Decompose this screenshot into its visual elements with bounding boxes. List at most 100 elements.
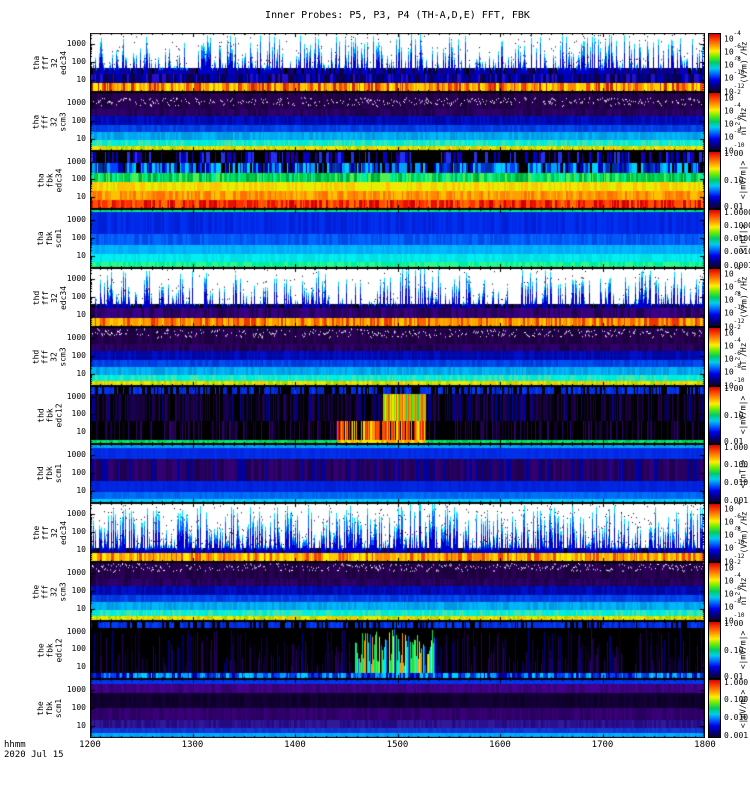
spectrogram-panel-the-fff-32-edc34 (90, 503, 705, 562)
colorbar-the-fff-32-scm3 (708, 562, 721, 621)
y-tick-label: 1000 (66, 449, 86, 459)
spectrogram-panel-tha-fbk-scm1 (90, 209, 705, 268)
colorbar-unit-text: <|mV/m|> (738, 689, 747, 728)
colorbar-tick-label: 10-8 (724, 526, 741, 540)
colorbar-unit-the-fbk-edc12: <|mV/m|> (736, 621, 750, 679)
colorbar-tha-fff-32-scm3 (708, 92, 721, 151)
spectrogram-panel-thd-fff-32-scm3 (90, 327, 705, 386)
x-tick-label: 1800 (694, 740, 716, 750)
spectrogram-panel-the-fbk-edc12 (90, 621, 705, 679)
colorbar-tick-label: 10-6 (724, 42, 741, 57)
colorbar-tick-label: 0.10 (724, 175, 744, 185)
y-tick-label: 10 (76, 603, 86, 613)
y-tick-label: 10 (76, 191, 86, 201)
colorbar-tick-label: 10-12 (724, 82, 745, 97)
colorbar-tick-label: 10-4 (724, 101, 741, 116)
spectrogram-panel-tha-fff-32-scm3 (90, 92, 705, 151)
y-tick-label: 1000 (66, 38, 86, 48)
spectrogram-panel-tha-fff-32-edc34 (90, 33, 705, 92)
y-tick-label: 100 (71, 409, 86, 419)
y-tick-label: 100 (71, 702, 86, 712)
spectrogram-panel-thd-fff-32-edc34 (90, 268, 705, 327)
y-tick-label: 10 (76, 133, 86, 143)
colorbar-tick-label: 10-10 (724, 376, 745, 391)
colorbar-tha-fff-32-edc34 (708, 33, 721, 92)
y-tick-label: 10 (76, 250, 86, 260)
y-tick-label: 1000 (66, 391, 86, 401)
colorbar-tick-label: 10-10 (724, 304, 745, 319)
y-tick-label: 1000 (66, 97, 86, 107)
x-tick-label: 1300 (181, 740, 204, 750)
spectrogram-panel-tha-fbk-edc34 (90, 151, 705, 209)
y-tick-label: 1000 (66, 156, 86, 166)
y-tick-label: 100 (71, 115, 86, 125)
y-tick-label: 10 (76, 426, 86, 436)
x-tick-label: 1400 (284, 740, 306, 750)
y-tick-label: 10 (76, 485, 86, 495)
y-tick-label: 100 (71, 585, 86, 595)
y-tick-label: 1000 (66, 214, 86, 224)
colorbar-tick-label: 0.100 (724, 460, 749, 470)
colorbar-tick-label: 10-6 (724, 512, 741, 527)
y-tick-label: 1000 (66, 273, 86, 283)
x-tick-label: 1200 (79, 740, 101, 750)
colorbar-tick-label: 0.10 (724, 645, 744, 655)
colorbar-the-fbk-scm1 (708, 679, 721, 738)
colorbar-the-fbk-edc12 (708, 621, 721, 679)
y-tick-label: 100 (71, 174, 86, 184)
colorbar-unit-text: nT2/Hz (734, 107, 749, 136)
y-tick-label: 100 (71, 467, 86, 477)
colorbar-unit-text: <|mV/m|> (738, 395, 747, 435)
colorbar-unit-text: <|mV/m|> (738, 630, 747, 670)
spectrogram-panel-the-fbk-scm1 (90, 679, 705, 738)
x-tick-label: 1600 (489, 740, 511, 750)
colorbar-thd-fff-32-scm3 (708, 327, 721, 386)
colorbar-tick-label: 0.001 (724, 495, 749, 505)
colorbar-unit-text: <|nT|> (738, 459, 747, 488)
colorbar-unit-thd-fbk-scm1: <|nT|> (736, 444, 750, 503)
colorbar-unit-thd-fff-32-scm3: nT2/Hz (735, 327, 750, 386)
y-tick-label: 1000 (66, 684, 86, 694)
colorbar-unit-thd-fff-32-edc34: (V/m)2/Hz (735, 268, 750, 327)
colorbar-tha-fbk-edc34 (708, 151, 721, 209)
colorbar-tick-label: 10-10 (724, 611, 745, 626)
y-tick-label: 100 (71, 232, 86, 242)
colorbar-tick-label: 10-10 (724, 141, 745, 156)
colorbar-tick-label: 1.00 (724, 619, 744, 629)
colorbar-tha-fbk-scm1 (708, 209, 721, 268)
y-tick-label: 1000 (66, 508, 86, 518)
colorbar-tick-label: 10-4 (724, 264, 741, 279)
y-tick-label: 1000 (66, 567, 86, 577)
colorbar-tick-label: 10-12 (724, 317, 745, 332)
colorbar-unit-text: <|nT|> (738, 224, 747, 253)
spectrogram-panel-thd-fbk-scm1 (90, 444, 705, 503)
colorbar-tick-label: 10-8 (724, 598, 741, 613)
y-tick-label: 100 (71, 350, 86, 360)
colorbar-tick-label: 1.00 (724, 149, 744, 159)
y-tick-label: 1000 (66, 332, 86, 342)
colorbar-tick-label: 0.1000 (724, 220, 750, 230)
y-tick-label: 10 (76, 74, 86, 84)
colorbar-unit-tha-fff-32-scm3: nT2/Hz (734, 92, 750, 151)
colorbar-tick-label: 1.000 (724, 677, 749, 687)
colorbar-the-fff-32-edc34 (708, 503, 721, 562)
y-tick-label: 1000 (66, 626, 86, 636)
colorbar-unit-text: (V/m)2/Hz (734, 41, 749, 84)
colorbar-tick-label: 0.010 (724, 477, 749, 487)
colorbar-tick-label: 0.01 (724, 436, 744, 446)
colorbar-unit-tha-fbk-edc34: <|mV/m|> (736, 151, 750, 209)
y-tick-label: 10 (76, 309, 86, 319)
colorbar-tick-label: 0.100 (724, 695, 749, 705)
colorbar-tick-label: 10-4 (724, 499, 741, 514)
colorbar-unit-the-fff-32-scm3: nT2/Hz (735, 562, 750, 621)
colorbar-tick-label: 1.00 (724, 384, 744, 394)
spectrogram-panel-thd-fbk-edc12 (90, 386, 705, 444)
colorbar-unit-text: (V/m)2/Hz (734, 511, 749, 554)
spectrogram-panel-the-fff-32-scm3 (90, 562, 705, 621)
y-tick-label: 100 (71, 526, 86, 536)
